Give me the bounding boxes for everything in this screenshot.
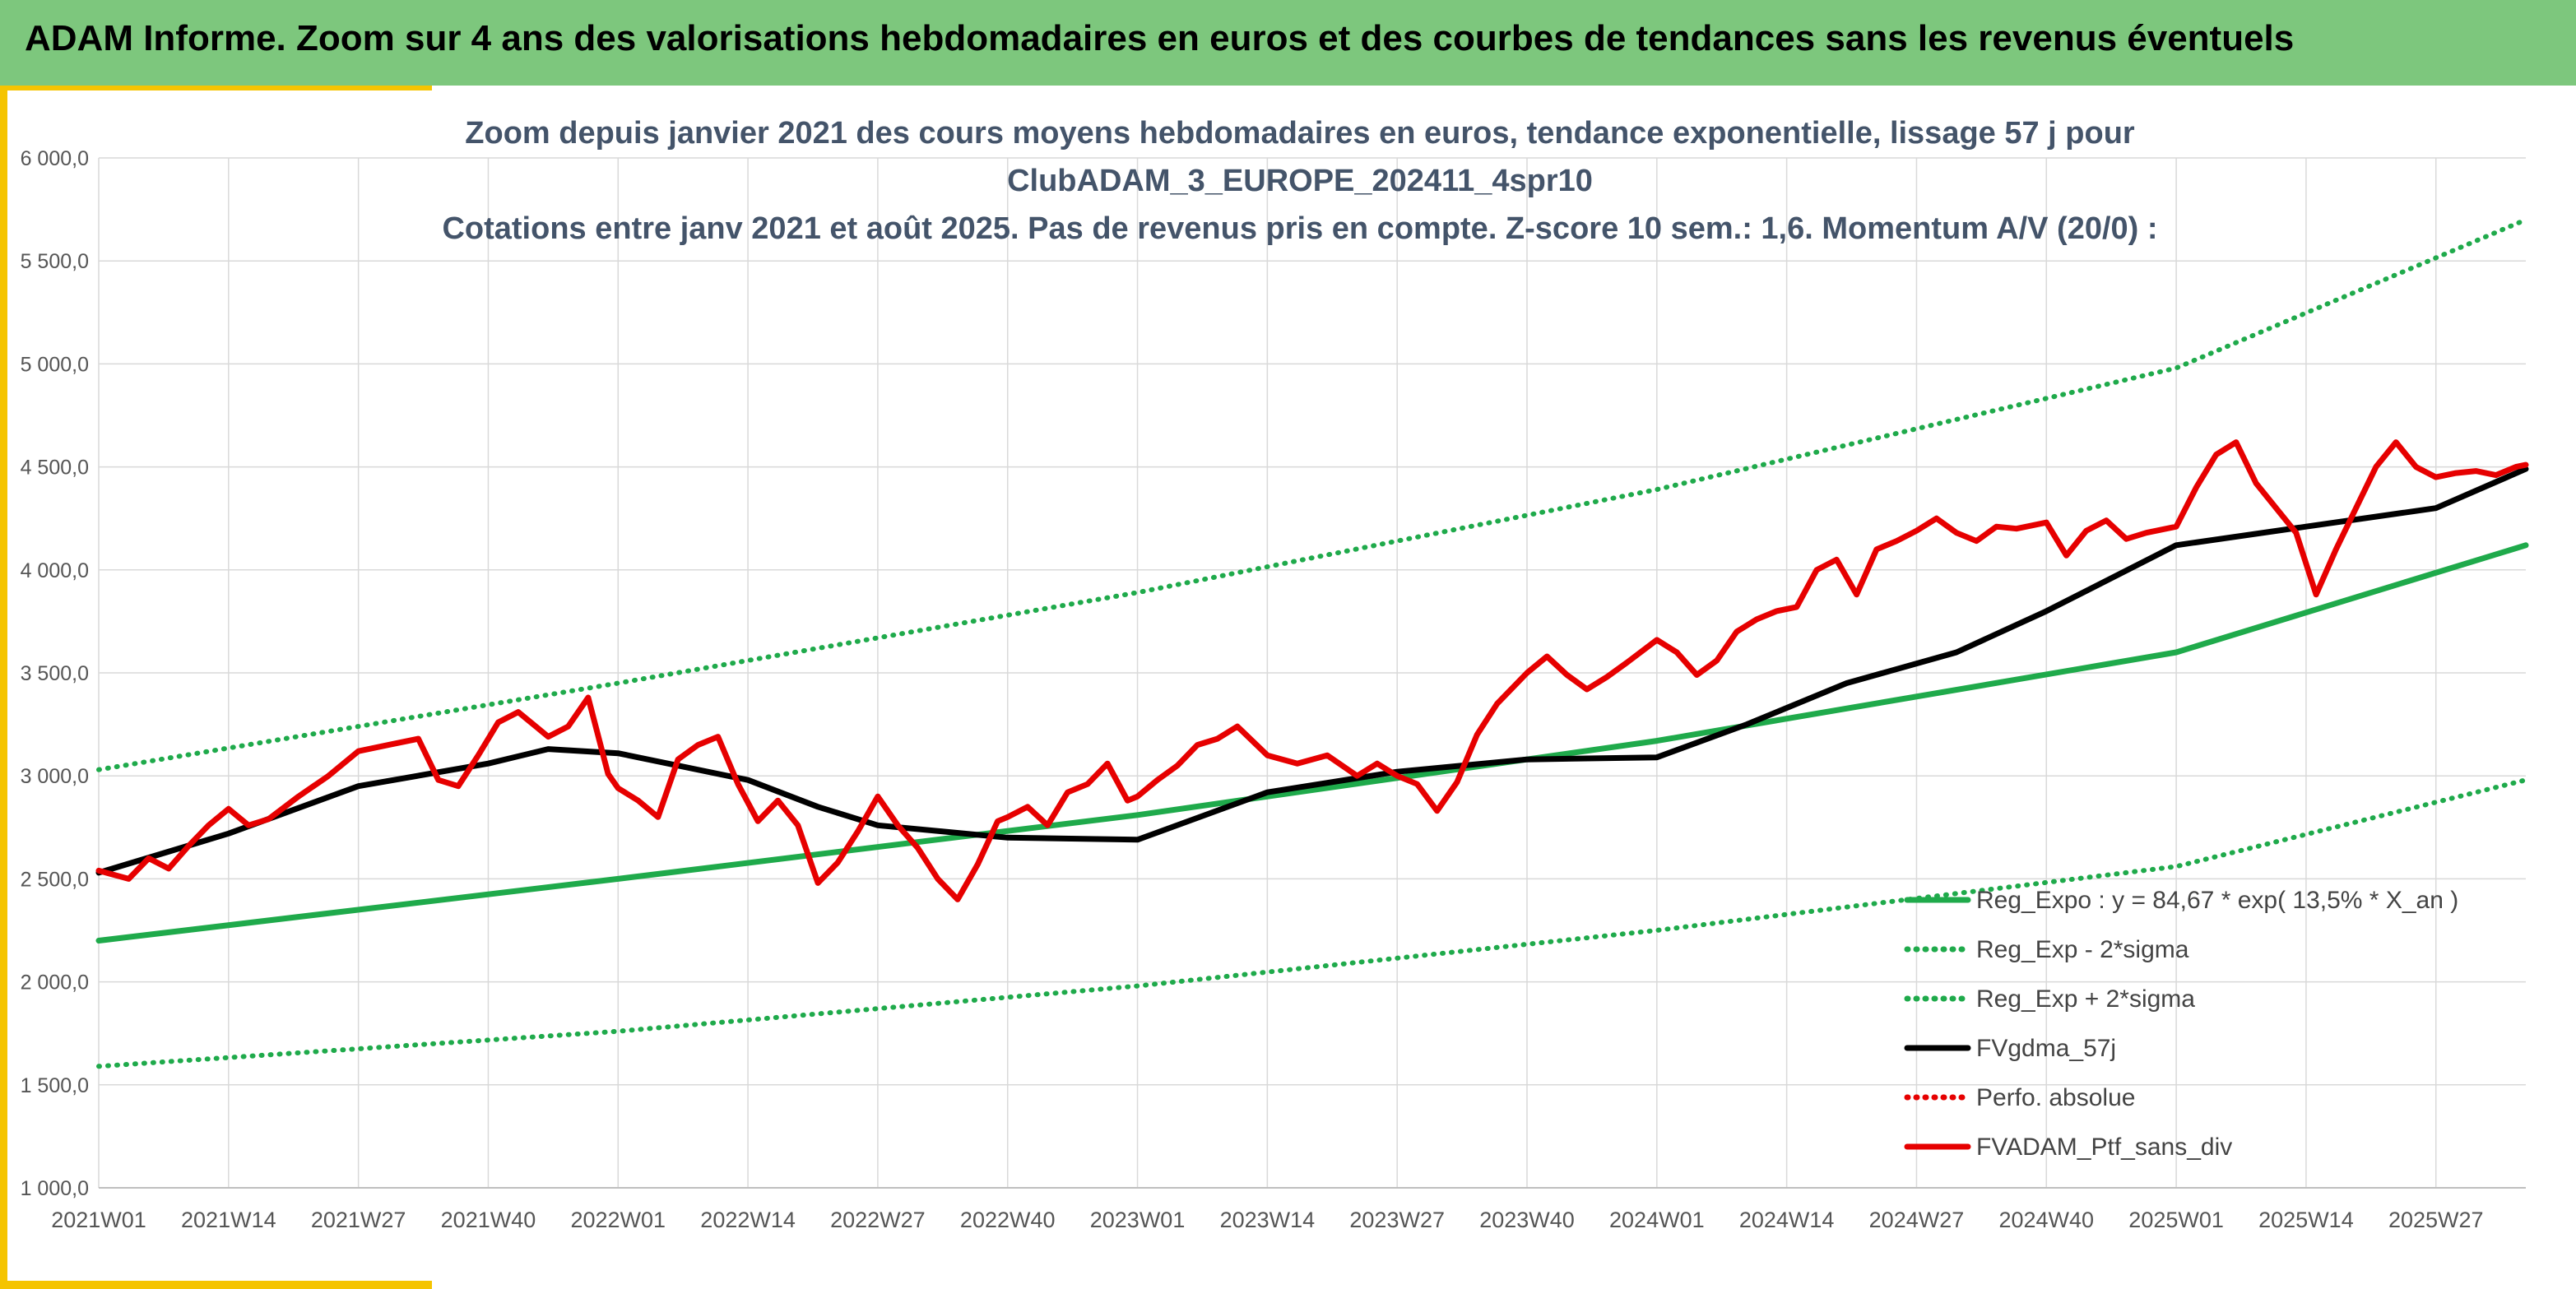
y-tick-label: 1 500,0	[21, 1074, 89, 1097]
legend-fvadam-label: FVADAM_Ptf_sans_div	[1976, 1134, 2232, 1161]
chart-title-line: Zoom depuis janvier 2021 des cours moyen…	[465, 116, 2135, 151]
x-tick-label: 2022W01	[570, 1208, 666, 1232]
x-tick-label: 2025W14	[2258, 1208, 2354, 1232]
y-tick-label: 5 000,0	[21, 353, 89, 376]
x-tick-label: 2024W27	[1869, 1208, 1965, 1232]
x-tick-label: 2022W40	[960, 1208, 1056, 1232]
series-reg-exp-plus-2sigma	[96, 217, 2528, 772]
legend-fvgdma-label: FVgdma_57j	[1976, 1035, 2116, 1062]
page-title: ADAM Informe. Zoom sur 4 ans des valoris…	[25, 18, 2295, 58]
header-bar: ADAM Informe. Zoom sur 4 ans des valoris…	[0, 0, 2576, 86]
x-tick-label: 2025W01	[2128, 1208, 2224, 1232]
x-tick-label: 2023W40	[1479, 1208, 1575, 1232]
x-tick-label: 2023W01	[1090, 1208, 1186, 1232]
accent-strip-bottom	[0, 1281, 432, 1289]
series	[95, 217, 2529, 1069]
x-tick-label: 2021W40	[441, 1208, 536, 1232]
x-tick-label: 2023W14	[1220, 1208, 1316, 1232]
x-tick-label: 2021W01	[51, 1208, 146, 1232]
accent-strip-left	[0, 86, 7, 1289]
x-tick-label: 2021W14	[181, 1208, 276, 1232]
x-tick-label: 2022W27	[830, 1208, 926, 1232]
y-tick-label: 2 500,0	[21, 868, 89, 891]
grid	[98, 157, 2526, 1189]
y-tick-label: 5 500,0	[21, 250, 89, 273]
series-reg-expo	[95, 542, 2529, 944]
legend: Reg_Expo : y = 84,67 * exp( 13,5% * X_an…	[1904, 887, 2458, 1161]
y-tick-label: 2 000,0	[21, 971, 89, 995]
chart-title-line: Cotations entre janv 2021 et août 2025. …	[442, 211, 2157, 246]
legend-reg-expo-label: Reg_Expo : y = 84,67 * exp( 13,5% * X_an…	[1976, 887, 2458, 914]
x-tick-label: 2024W40	[1998, 1208, 2094, 1232]
axes: 1 000,0 1 500,0 2 000,0 2 500,0 3 000,0 3 500…	[21, 147, 2526, 1232]
y-tick-label: 1 000,0	[21, 1177, 89, 1200]
y-tick-label: 4 500,0	[21, 457, 89, 480]
accent-strip-top	[0, 86, 432, 90]
y-tick-label: 4 000,0	[21, 559, 89, 582]
legend-reg-exp-plus-label: Reg_Exp + 2*sigma	[1976, 985, 2195, 1013]
x-tick-label: 2024W01	[1609, 1208, 1705, 1232]
chart-title: Zoom depuis janvier 2021 des cours moyen…	[442, 116, 2157, 246]
y-tick-label: 3 000,0	[21, 765, 89, 788]
x-tick-label: 2022W14	[700, 1208, 796, 1232]
series-fvgdma-57j	[95, 466, 2529, 876]
legend-reg-exp-minus-label: Reg_Exp - 2*sigma	[1976, 936, 2189, 963]
series-reg-exp-minus-2sigma	[96, 777, 2528, 1069]
chart-title-line: ClubADAM_3_EUROPE_202411_4spr10	[1007, 164, 1593, 198]
legend-perfo-absolue-label: Perfo. absolue	[1976, 1084, 2135, 1111]
y-tick-label: 6 000,0	[21, 147, 89, 170]
x-tick-label: 2021W27	[311, 1208, 406, 1232]
x-tick-label: 2025W27	[2388, 1208, 2484, 1232]
series-fvadam-ptf-sans-div	[95, 439, 2529, 902]
x-tick-label: 2023W27	[1349, 1208, 1445, 1232]
y-tick-label: 3 500,0	[21, 662, 89, 685]
x-tick-label: 2024W14	[1739, 1208, 1835, 1232]
